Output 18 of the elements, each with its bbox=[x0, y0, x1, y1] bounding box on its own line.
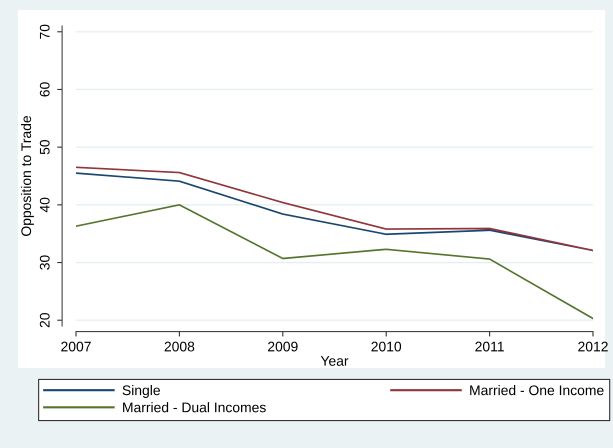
y-tick-label: 40 bbox=[40, 198, 50, 212]
x-tick-label: 2009 bbox=[268, 342, 298, 352]
x-axis-title: Year bbox=[320, 356, 348, 366]
y-tick-label: 20 bbox=[40, 313, 50, 328]
x-tick-label: 2012 bbox=[578, 342, 608, 352]
line-series bbox=[76, 204, 593, 320]
y-tick-label: 30 bbox=[40, 255, 50, 270]
x-tick-label: 2011 bbox=[475, 342, 504, 352]
y-axis-title: Opposition to Trade bbox=[20, 116, 34, 236]
y-tick-label: 60 bbox=[40, 82, 50, 96]
y-tick-label: 70 bbox=[40, 24, 50, 39]
x-tick-label: 2008 bbox=[164, 342, 194, 352]
x-tick-label: 2010 bbox=[371, 342, 402, 352]
x-tick-label: 2007 bbox=[61, 342, 91, 352]
legend-label: Married - Dual Incomes bbox=[123, 402, 266, 412]
legend-label: Married - One Income bbox=[470, 385, 604, 396]
legend-label: Single bbox=[122, 385, 160, 398]
y-tick-label: 50 bbox=[40, 140, 50, 154]
